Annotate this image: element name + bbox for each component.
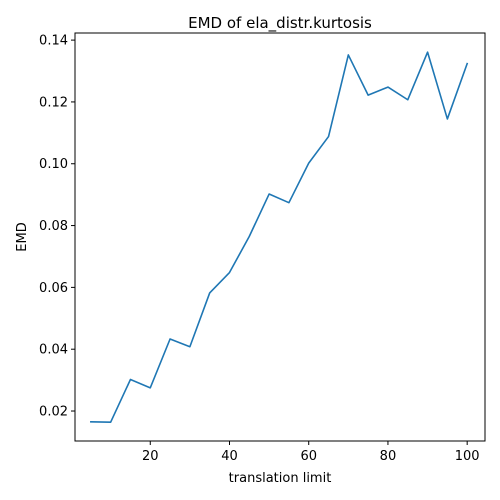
y-axis-label: EMD: [15, 222, 30, 251]
data-point: [248, 235, 250, 237]
x-tick-label: 100: [455, 449, 480, 464]
y-tick-label: 0.04: [39, 343, 68, 358]
data-point: [169, 338, 171, 340]
y-tick-label: 0.12: [39, 95, 68, 110]
data-point: [347, 54, 349, 56]
x-tick-label: 60: [300, 449, 317, 464]
data-point: [446, 118, 448, 120]
data-point: [268, 193, 270, 195]
x-axis-ticks: 20 40 60 80 100: [142, 441, 480, 464]
y-tick-label: 0.06: [39, 281, 68, 296]
y-axis-ticks: 0.02 0.04 0.06 0.08 0.10 0.12 0.14: [39, 34, 75, 420]
data-point: [288, 201, 290, 203]
data-point: [208, 292, 210, 294]
data-point: [228, 271, 230, 273]
y-tick-label: 0.08: [39, 219, 68, 234]
x-tick-label: 20: [142, 449, 159, 464]
data-point: [308, 162, 310, 164]
y-tick-label: 0.10: [39, 157, 68, 172]
data-point: [367, 94, 369, 96]
data-point: [387, 86, 389, 88]
data-point: [129, 378, 131, 380]
data-point: [466, 62, 468, 64]
x-axis-label: translation limit: [229, 471, 332, 486]
data-point: [109, 421, 111, 423]
data-point: [327, 135, 329, 137]
series-line: [90, 51, 469, 423]
plot-area-frame: [74, 32, 486, 442]
x-tick-label: 80: [380, 449, 397, 464]
data-point: [149, 387, 151, 389]
y-tick-label: 0.14: [39, 34, 68, 49]
x-tick-label: 40: [221, 449, 238, 464]
data-point: [407, 99, 409, 101]
chart-title: EMD of ela_distr.kurtosis: [188, 14, 372, 33]
data-point: [90, 421, 92, 423]
data-point: [426, 51, 428, 53]
y-tick-label: 0.02: [39, 405, 68, 420]
data-point: [189, 346, 191, 348]
